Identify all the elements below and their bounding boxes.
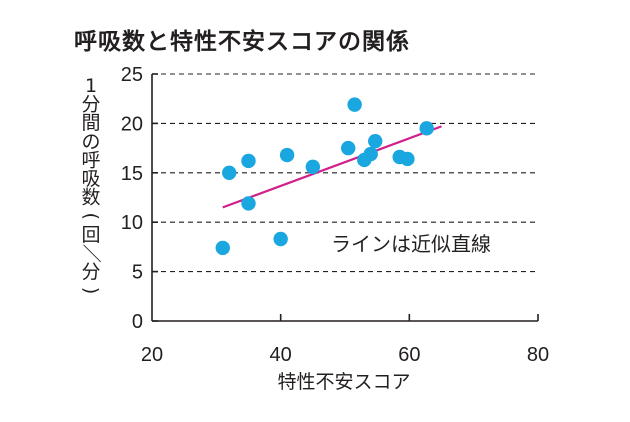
y-label-char: 数 [81, 187, 100, 209]
x-tick-label-80: 80 [527, 344, 549, 366]
y-label-char: 分 [81, 94, 100, 116]
scatter-point-3 [241, 153, 256, 169]
trend-line [222, 125, 442, 209]
scatter-point-14 [400, 151, 415, 167]
y-label-char: 回 [81, 224, 100, 246]
y-tick-label-20: 20 [121, 113, 143, 135]
scatter-point-7 [305, 159, 321, 175]
scatter-point-2 [222, 165, 237, 180]
y-label-char: ( [80, 212, 102, 219]
y-tick-label-10: 10 [121, 212, 143, 234]
grid-lines [152, 73, 538, 273]
trend-line-annotation: ラインは近似直線 [331, 232, 491, 256]
y-tick-label-15: 15 [121, 163, 143, 185]
scatter-point-1 [215, 240, 230, 256]
x-tick-label-20: 20 [141, 344, 163, 366]
scatter-point-8 [341, 140, 356, 156]
y-label-char: ／ [80, 244, 102, 263]
y-label-char: 間 [81, 112, 100, 134]
y-label-char: ) [80, 287, 102, 294]
y-tick-label-25: 25 [121, 64, 143, 86]
scatter-point-9 [347, 97, 362, 112]
y-tick-labels: 0 5 10 15 20 25 [121, 64, 143, 333]
chart-title: 呼吸数と特性不安スコアの関係 [74, 29, 410, 55]
scatter-point-11 [363, 146, 378, 162]
scatter-point-5 [273, 231, 288, 247]
y-label-char: 呼 [81, 149, 100, 171]
data-points [215, 97, 434, 256]
x-tick-label-40: 40 [270, 344, 292, 366]
scatter-point-15 [419, 121, 434, 136]
y-label-char: の [81, 131, 100, 153]
trend-line-group [222, 125, 442, 209]
y-label-char: 分 [81, 261, 100, 283]
scatter-point-4 [241, 196, 256, 211]
x-tick-labels: 20 40 60 80 [141, 344, 549, 366]
scatter-point-6 [279, 147, 295, 163]
x-axis-label: 特性不安スコア [277, 371, 410, 393]
scatter-point-12 [368, 133, 383, 149]
y-tick-label-0: 0 [132, 311, 143, 333]
axes [151, 73, 539, 322]
x-tick-label-60: 60 [398, 344, 420, 366]
y-label-char: 1 [85, 75, 97, 97]
y-label-char: 吸 [81, 168, 100, 190]
y-tick-label-5: 5 [132, 262, 143, 284]
